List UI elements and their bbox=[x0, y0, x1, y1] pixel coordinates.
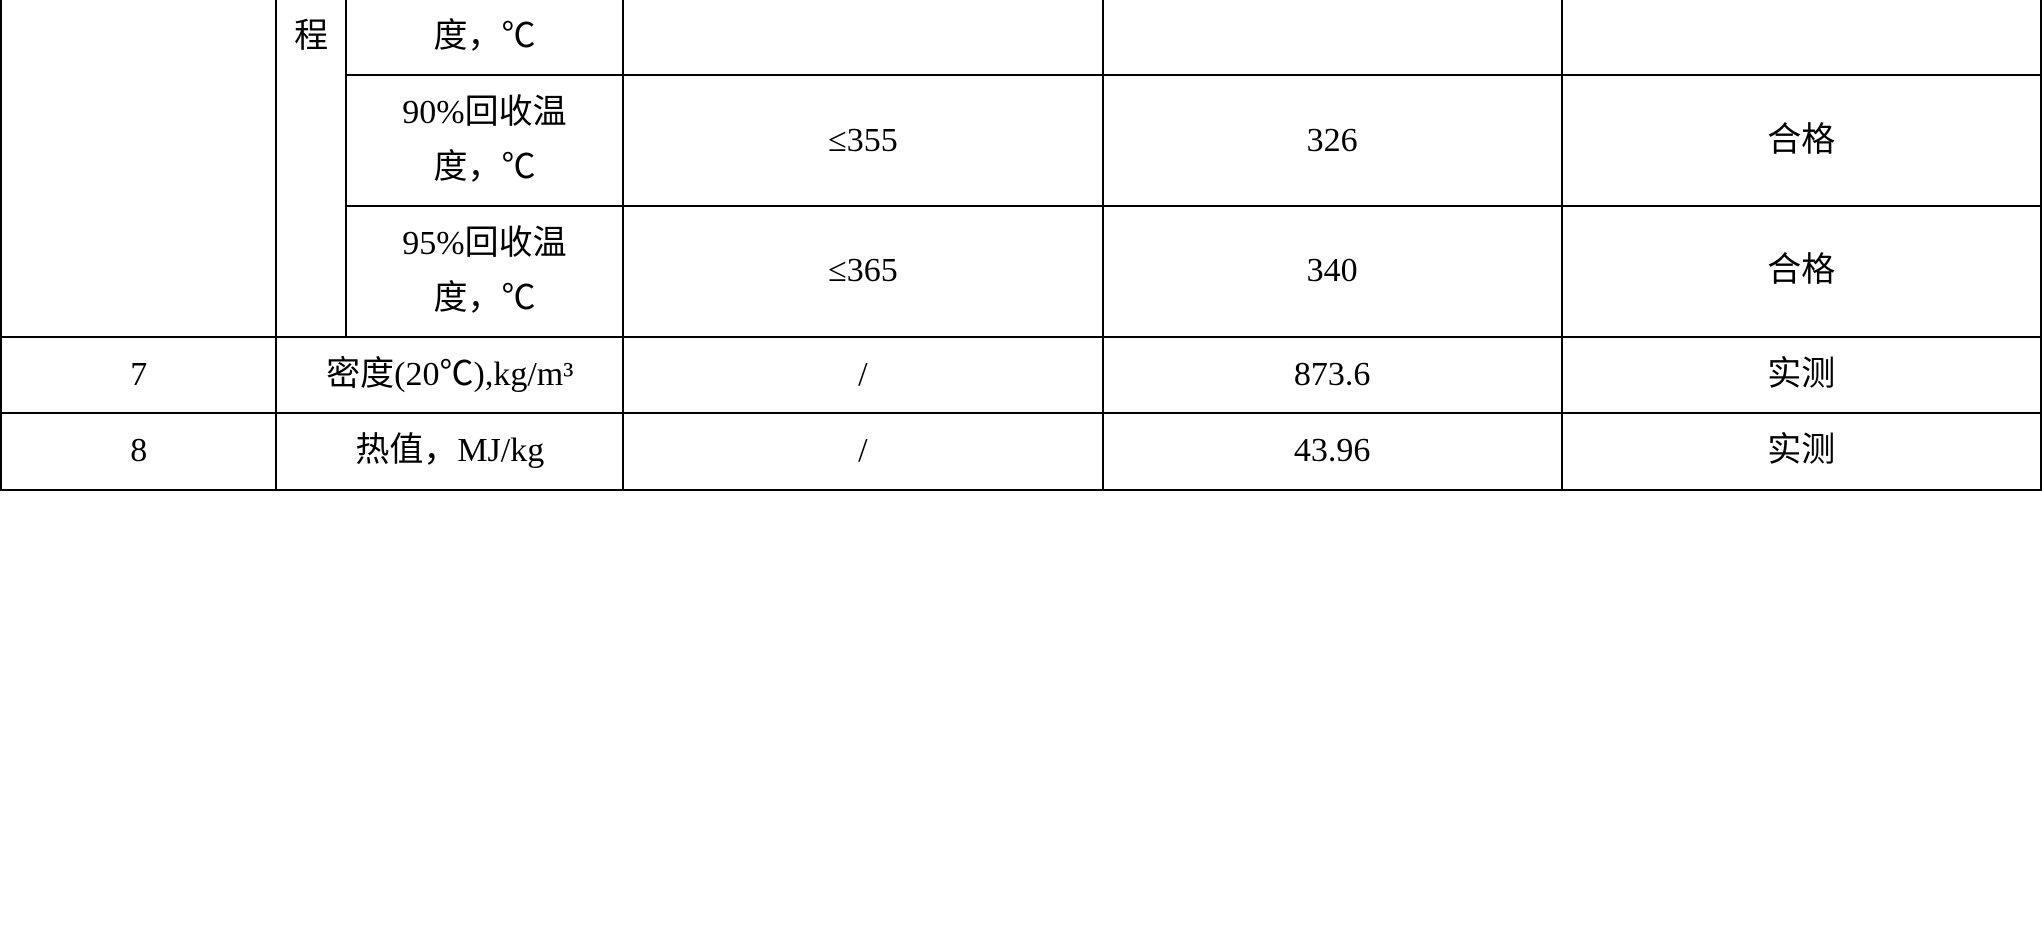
table-row: 7 密度(20℃),kg/m³ / 873.6 实测 bbox=[1, 337, 2041, 413]
cell-index: 8 bbox=[1, 413, 276, 489]
table-row: 8 热值，MJ/kg / 43.96 实测 bbox=[1, 413, 2041, 489]
cell-result: 实测 bbox=[1562, 413, 2041, 489]
cell-result: 合格 bbox=[1562, 206, 2041, 337]
cell-result: 实测 bbox=[1562, 337, 2041, 413]
cell-value: 43.96 bbox=[1103, 413, 1562, 489]
data-table: 程 度，℃ 90%回收温 度，℃ ≤355 326 合格 95%回收温 度，℃ … bbox=[0, 0, 2042, 491]
cell-spec: ≤365 bbox=[623, 206, 1102, 337]
cell-spec: / bbox=[623, 413, 1102, 489]
cell-value: 340 bbox=[1103, 206, 1562, 337]
cell-spec bbox=[623, 0, 1102, 75]
cell-result bbox=[1562, 0, 2041, 75]
cell-index: 7 bbox=[1, 337, 276, 413]
cell-value bbox=[1103, 0, 1562, 75]
table-row: 程 度，℃ bbox=[1, 0, 2041, 75]
cell-spec: / bbox=[623, 337, 1102, 413]
cell-label: 热值，MJ/kg bbox=[276, 413, 623, 489]
cell-result: 合格 bbox=[1562, 75, 2041, 206]
cell-blank bbox=[1, 0, 276, 337]
cell-label: 90%回收温 度，℃ bbox=[346, 75, 623, 206]
cell-label: 95%回收温 度，℃ bbox=[346, 206, 623, 337]
cell-label: 度，℃ bbox=[346, 0, 623, 75]
cell-label: 密度(20℃),kg/m³ bbox=[276, 337, 623, 413]
cell-cheng: 程 bbox=[276, 0, 345, 337]
cell-value: 873.6 bbox=[1103, 337, 1562, 413]
cell-value: 326 bbox=[1103, 75, 1562, 206]
cell-spec: ≤355 bbox=[623, 75, 1102, 206]
